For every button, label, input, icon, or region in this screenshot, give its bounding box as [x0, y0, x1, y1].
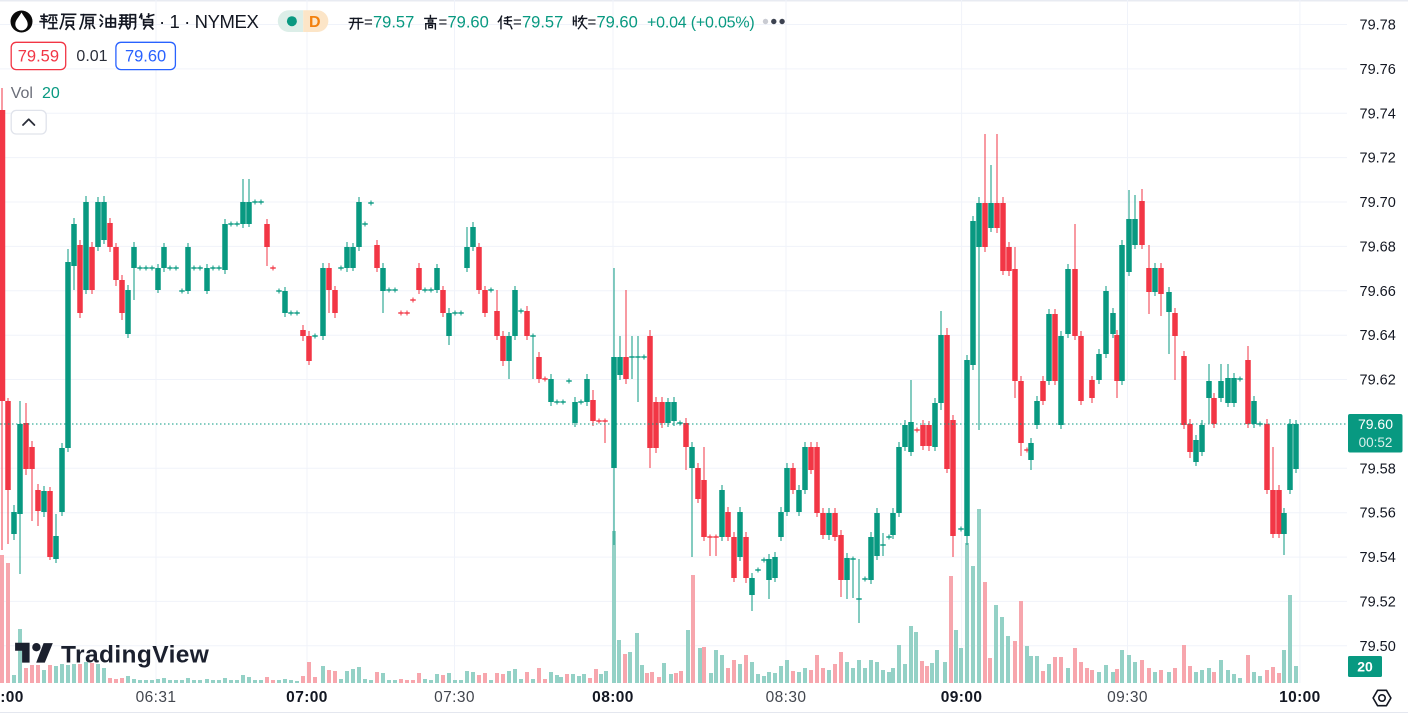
svg-text:09:30: 09:30 [1107, 689, 1148, 706]
svg-text:79.60: 79.60 [448, 14, 489, 32]
svg-text:79.78: 79.78 [1360, 18, 1396, 34]
svg-text:Vol: Vol [11, 85, 33, 102]
svg-text:08:30: 08:30 [766, 689, 807, 706]
svg-text:D: D [309, 14, 321, 31]
svg-text:+0.04 (+0.05%): +0.04 (+0.05%) [647, 15, 755, 32]
svg-text:00:52: 00:52 [1359, 435, 1393, 450]
svg-text:09:00: 09:00 [941, 689, 983, 706]
svg-text:79.56: 79.56 [1360, 506, 1396, 522]
svg-text:79.57: 79.57 [373, 14, 414, 32]
svg-text:79.54: 79.54 [1360, 550, 1396, 566]
svg-text:06:00: 06:00 [0, 689, 24, 706]
svg-text:=: = [364, 14, 373, 31]
svg-text:79.76: 79.76 [1360, 62, 1396, 78]
svg-text:0.01: 0.01 [76, 48, 107, 65]
svg-text:08:00: 08:00 [592, 689, 634, 706]
svg-text:79.50: 79.50 [1360, 639, 1396, 655]
svg-text:79.62: 79.62 [1360, 373, 1396, 389]
svg-text:79.68: 79.68 [1360, 239, 1396, 255]
svg-text:· 1 · NYMEX: · 1 · NYMEX [159, 11, 258, 32]
svg-text:79.64: 79.64 [1360, 328, 1396, 344]
svg-text:10:00: 10:00 [1279, 689, 1321, 706]
svg-text:07:30: 07:30 [434, 689, 475, 706]
svg-text:07:00: 07:00 [286, 689, 328, 706]
svg-text:79.66: 79.66 [1360, 284, 1396, 300]
svg-text:79.57: 79.57 [522, 14, 563, 32]
svg-text:79.59: 79.59 [18, 48, 59, 66]
svg-text:79.60: 79.60 [597, 14, 638, 32]
svg-text:79.60: 79.60 [125, 48, 166, 66]
svg-text:79.52: 79.52 [1360, 594, 1396, 610]
svg-text:79.58: 79.58 [1360, 461, 1396, 477]
svg-text:TradingView: TradingView [61, 642, 210, 669]
svg-text:=: = [513, 14, 522, 31]
svg-text:06:31: 06:31 [136, 689, 177, 706]
svg-text:79.72: 79.72 [1360, 151, 1396, 167]
svg-text:79.60: 79.60 [1358, 416, 1393, 432]
svg-text:20: 20 [42, 85, 60, 102]
svg-text:79.74: 79.74 [1360, 106, 1396, 122]
svg-text:=: = [588, 14, 597, 31]
svg-text:79.70: 79.70 [1360, 195, 1396, 211]
svg-text:=: = [439, 14, 448, 31]
svg-text:20: 20 [1357, 659, 1373, 675]
